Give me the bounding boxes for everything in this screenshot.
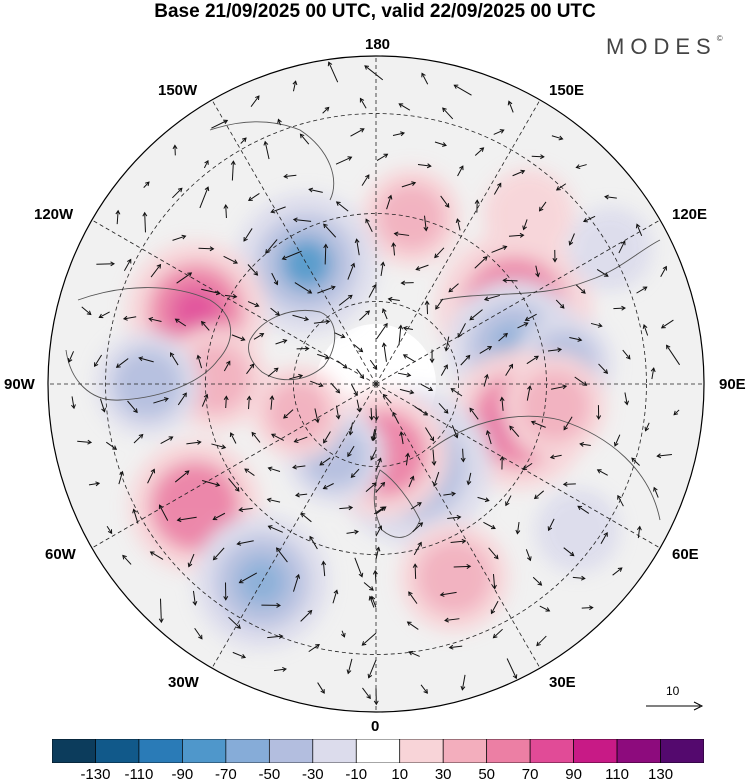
anomaly-core [238, 558, 287, 607]
colorbar-tick-label: -30 [302, 766, 324, 783]
wind-vector [427, 301, 428, 314]
colorbar-segment [226, 739, 269, 763]
colorbar-segment [400, 739, 443, 763]
colorbar-tick-label: -130 [80, 766, 110, 783]
colorbar-tick-label: 110 [605, 766, 629, 783]
colorbar-labels: -130 -110 -90 -70 -50 -30 -10 10 30 50 70 90 110 130 [0, 766, 750, 784]
colorbar-tick-label: -70 [215, 766, 237, 783]
colorbar-tick-label: -90 [172, 766, 194, 783]
colorbar-tick-label: 30 [435, 766, 452, 783]
longitude-label-30e: 30E [549, 674, 576, 691]
colorbar-segment [182, 739, 225, 763]
reference-vector: 10 [644, 682, 708, 716]
anomaly-core [394, 200, 429, 235]
anomaly-core [282, 396, 315, 429]
colorbar-segment [487, 739, 530, 763]
colorbar-segment [443, 739, 486, 763]
longitude-label-30w: 30W [168, 674, 199, 691]
colorbar-segment [356, 739, 399, 763]
colorbar-tick-label: 90 [565, 766, 582, 783]
longitude-label-150e: 150E [549, 82, 584, 99]
colorbar-segment [530, 739, 573, 763]
colorbar-tick-label: 130 [648, 766, 673, 783]
colorbar-segment [574, 739, 617, 763]
colorbar-segment [52, 739, 95, 763]
colorbar [52, 739, 704, 763]
wind-vector [613, 308, 625, 309]
colorbar-segment [139, 739, 182, 763]
wind-vector [503, 280, 517, 281]
longitude-label-0: 0 [371, 718, 379, 735]
longitude-label-120e: 120E [672, 206, 707, 223]
colorbar-tick-label: -50 [258, 766, 280, 783]
wind-vector [454, 566, 471, 567]
colorbar-tick-label: 10 [391, 766, 408, 783]
longitude-label-90e: 90E [719, 376, 746, 393]
longitude-label-120w: 120W [34, 206, 73, 223]
wind-vector [415, 564, 416, 579]
colorbar-segment [269, 739, 312, 763]
wind-vector [199, 248, 214, 249]
colorbar-tick-label: 50 [478, 766, 495, 783]
wind-vector [226, 205, 227, 218]
anomaly-core [434, 558, 473, 597]
anomaly-core [171, 482, 218, 529]
wind-vector [325, 244, 326, 264]
wind-vector [532, 156, 544, 157]
colorbar-tick-label: -110 [124, 766, 153, 783]
anomaly-core [513, 198, 546, 231]
colorbar-segment [95, 739, 138, 763]
longitude-label-180: 180 [365, 36, 390, 53]
longitude-label-60e: 60E [672, 546, 699, 563]
colorbar-segment [313, 739, 356, 763]
longitude-label-60w: 60W [45, 546, 76, 563]
longitude-label-150w: 150W [158, 82, 197, 99]
colorbar-segment [617, 739, 660, 763]
anomaly-core [562, 515, 592, 545]
longitude-label-90w: 90W [4, 376, 35, 393]
colorbar-segment [661, 739, 704, 763]
colorbar-tick-label: -10 [345, 766, 367, 783]
colorbar-tick-label: 70 [522, 766, 539, 783]
